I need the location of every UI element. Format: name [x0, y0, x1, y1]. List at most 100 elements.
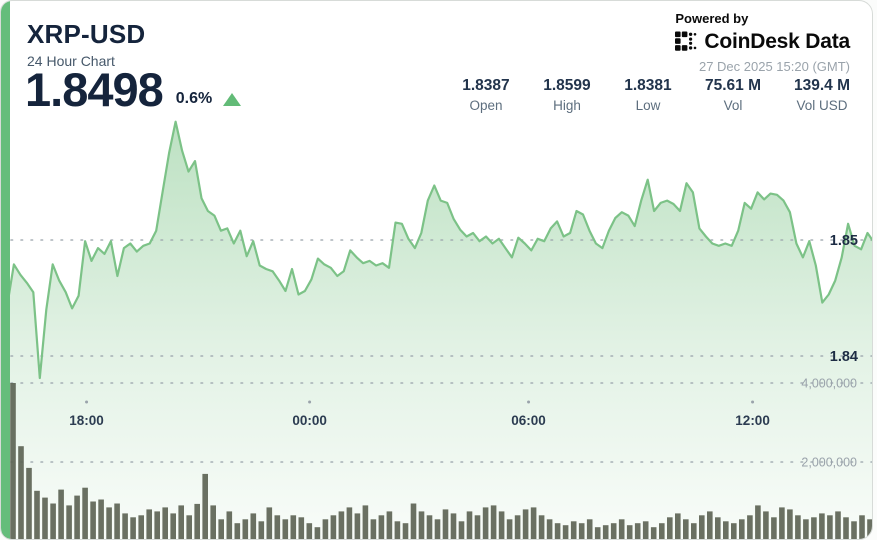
volume-bar	[338, 511, 345, 539]
stat-volume-label: Vol	[723, 98, 743, 113]
volume-bar	[650, 527, 657, 539]
volume-bar	[506, 519, 513, 539]
stat-volume: 75.61 M Vol	[705, 77, 761, 113]
volume-bar	[290, 515, 297, 539]
stat-high-label: High	[553, 98, 581, 113]
stat-open: 1.8387 Open	[462, 77, 510, 113]
volume-bar	[795, 515, 801, 539]
x-axis-tick	[527, 400, 531, 404]
volume-bar	[554, 523, 561, 539]
chart-timestamp: 27 Dec 2025 15:20 (GMT)	[698, 59, 850, 74]
instrument-symbol: XRP-USD	[27, 19, 146, 49]
stat-open-value: 1.8387	[462, 77, 510, 94]
coindesk-logo[interactable]: CoinDesk Data	[675, 30, 850, 54]
volume-bar	[170, 513, 176, 539]
volume-bar	[50, 503, 56, 539]
volume-bar	[514, 515, 521, 539]
volume-bar	[466, 511, 473, 539]
volume-bar	[10, 383, 16, 539]
volume-bar	[642, 521, 649, 539]
volume-bar	[498, 511, 505, 539]
volume-bar	[98, 499, 104, 539]
x-axis-label: 00:00	[292, 413, 327, 428]
volume-bar	[266, 507, 273, 539]
stat-low-value: 1.8381	[624, 77, 672, 94]
volume-bar	[282, 519, 289, 539]
volume-bar	[138, 515, 144, 539]
volume-axis-label: 2,000,000	[801, 456, 857, 470]
volume-bar	[763, 511, 769, 539]
volume-bar	[610, 523, 617, 539]
volume-bar	[779, 507, 785, 539]
volume-bar	[66, 505, 72, 539]
volume-bar	[242, 519, 249, 539]
volume-bar	[298, 517, 305, 539]
volume-bar	[354, 513, 361, 539]
volume-bar	[667, 517, 673, 539]
volume-bar	[546, 519, 553, 539]
volume-bar	[210, 505, 216, 539]
up-arrow-icon	[223, 93, 242, 107]
powered-by-label: Powered by	[675, 11, 749, 26]
volume-bar	[186, 515, 192, 539]
stat-low: 1.8381 Low	[624, 77, 672, 113]
x-axis-label: 06:00	[511, 413, 546, 428]
volume-bar	[378, 515, 385, 539]
volume-bar	[851, 521, 857, 539]
volume-bar	[835, 511, 841, 539]
volume-bar	[322, 519, 329, 539]
stat-low-label: Low	[635, 98, 661, 113]
volume-bar	[146, 509, 152, 539]
volume-bar	[482, 507, 489, 539]
volume-bar	[194, 503, 200, 539]
current-price: 1.8498	[25, 63, 164, 116]
volume-bar	[827, 515, 833, 539]
volume-bar	[386, 511, 393, 539]
volume-bar	[370, 519, 377, 539]
brand-name: CoinDesk Data	[704, 30, 850, 53]
x-axis-label: 18:00	[69, 413, 104, 428]
volume-bar	[586, 519, 593, 539]
volume-bar	[843, 517, 849, 539]
left-accent-bar	[1, 1, 10, 539]
volume-bar	[330, 515, 337, 539]
price-change-percent: 0.6%	[175, 90, 213, 108]
volume-bar	[258, 521, 265, 539]
stat-volume-usd-value: 139.4 M	[793, 77, 850, 94]
x-axis-tick	[751, 400, 755, 404]
volume-bar	[819, 513, 825, 539]
volume-bar	[618, 519, 625, 539]
volume-bar	[42, 497, 48, 539]
volume-bar	[306, 523, 313, 539]
volume-bar	[747, 515, 753, 539]
chart-subtitle: 24 Hour Chart	[27, 53, 115, 69]
volume-bar	[707, 511, 713, 539]
volume-bar	[402, 523, 409, 539]
volume-bar	[683, 519, 689, 539]
volume-bar	[530, 507, 537, 539]
volume-bar	[803, 519, 809, 539]
stat-high-value: 1.8599	[543, 77, 591, 94]
volume-bar	[34, 490, 40, 539]
volume-bar	[154, 511, 160, 539]
volume-bar	[314, 527, 321, 539]
volume-bar	[458, 521, 465, 539]
volume-bar	[562, 525, 569, 539]
volume-bar	[442, 509, 449, 539]
volume-bar	[731, 523, 737, 539]
price-line	[1, 120, 872, 380]
volume-bar	[130, 517, 136, 539]
volume-bar	[867, 519, 872, 539]
stat-volume-usd: 139.4 M Vol USD	[794, 77, 850, 113]
volume-bar	[418, 511, 425, 539]
volume-bar	[474, 515, 481, 539]
volume-bar	[226, 511, 233, 539]
price-axis-label: 1.85	[830, 233, 858, 249]
volume-bar	[723, 521, 729, 539]
volume-bar	[90, 501, 96, 539]
volume-bar	[114, 503, 120, 539]
price-area-fill	[1, 121, 872, 539]
volume-bar	[450, 513, 457, 539]
